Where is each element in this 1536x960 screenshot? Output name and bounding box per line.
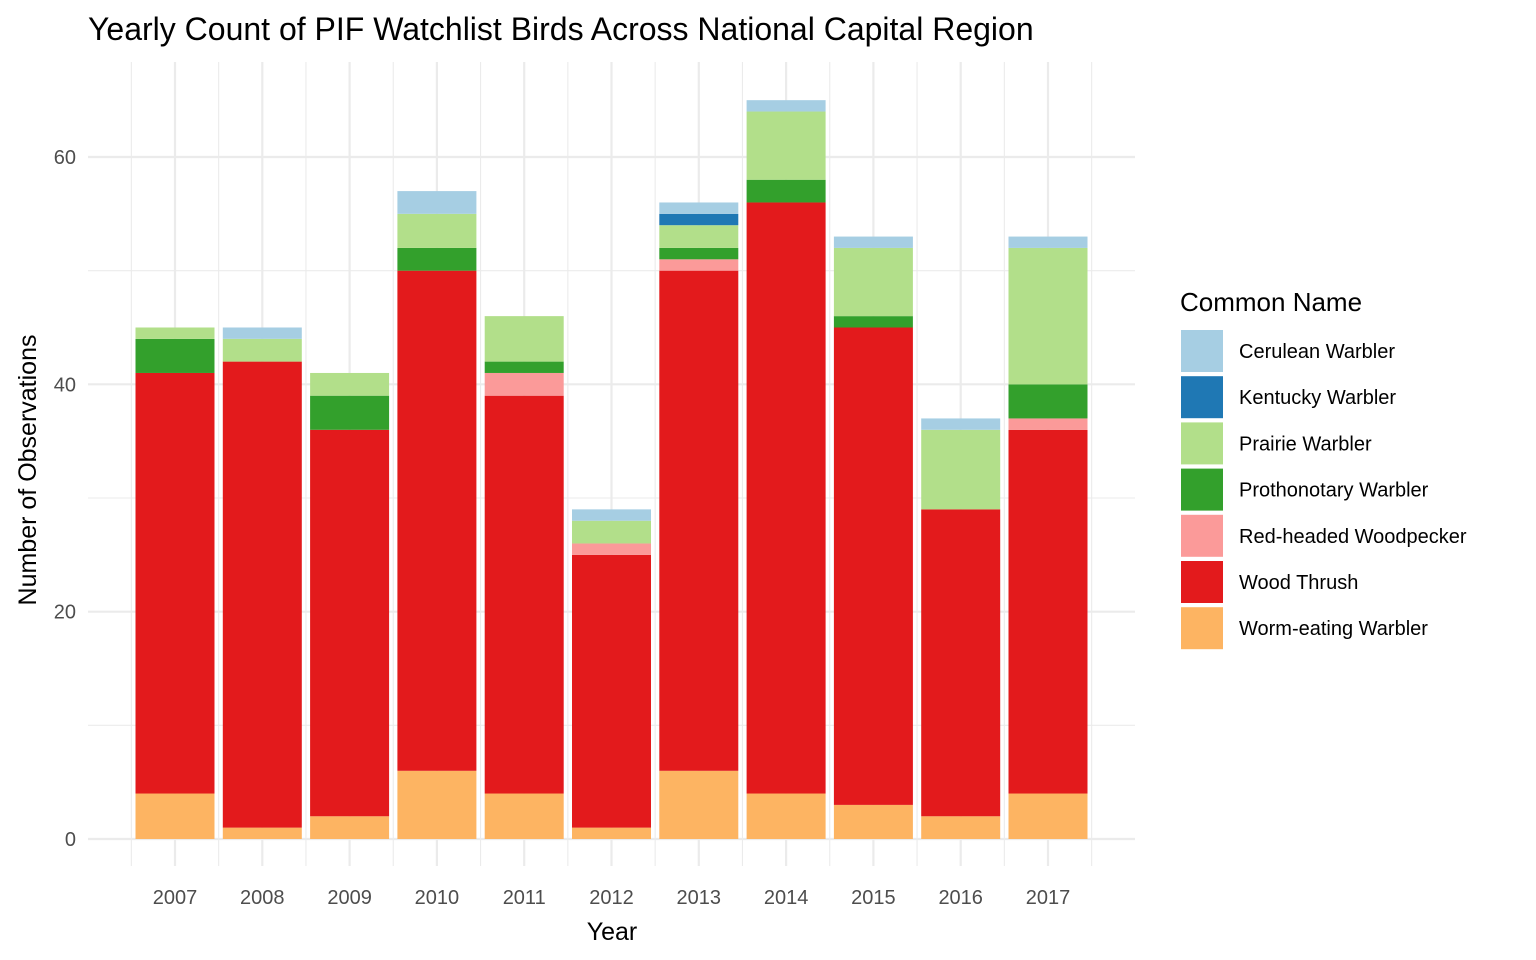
bar-segment: 2007 Wood Thrush: 37 xyxy=(135,372,215,794)
bar-segment: 2010 Prairie Warbler: 3 xyxy=(397,213,477,248)
bar-segment: 2011 Prairie Warbler: 4 xyxy=(484,316,564,362)
x-tick-label: 2007 xyxy=(153,887,198,909)
legend-swatch xyxy=(1181,607,1223,650)
bar-segment: 2012 Wood Thrush: 24 xyxy=(572,554,651,828)
bar-segment: 2016 Wood Thrush: 27 xyxy=(921,509,1001,817)
x-tick-label: 2016 xyxy=(938,887,983,909)
bar-segment: 2011 Worm-eating Warbler: 4 xyxy=(484,793,564,839)
bar-segment: 2008 Prairie Warbler: 2 xyxy=(222,338,302,362)
bar-segment: 2007 Prothonotary Warbler: 3 xyxy=(135,338,215,373)
bar-segment: 2012 Red-headed Woodpecker: 1 xyxy=(572,543,651,555)
x-axis-title: Year xyxy=(587,918,638,946)
bar-segment: 2014 Worm-eating Warbler: 4 xyxy=(746,793,826,839)
bar-segment: 2011 Prothonotary Warbler: 1 xyxy=(484,361,564,373)
bar-segment: 2013 Prairie Warbler: 2 xyxy=(659,225,739,248)
bar-segment: 2012 Prairie Warbler: 2 xyxy=(572,520,651,544)
y-tick-label: 0 xyxy=(65,829,76,851)
y-tick-label: 20 xyxy=(54,602,76,624)
y-tick-label: 40 xyxy=(54,374,76,396)
legend: Common Name Cerulean Warbler Kentucky War… xyxy=(1180,287,1467,650)
legend-swatch xyxy=(1181,376,1223,419)
bar-segment: 2013 Red-headed Woodpecker: 1 xyxy=(659,259,739,271)
bar-segment: 2014 Prothonotary Warbler: 2 xyxy=(746,179,826,203)
bar-segment: 2016 Prairie Warbler: 7 xyxy=(921,429,1001,510)
bar-segment: 2010 Cerulean Warbler: 2 xyxy=(397,191,477,214)
bar-segment: 2010 Wood Thrush: 44 xyxy=(397,270,477,771)
bar-segment: 2017 Prairie Warbler: 12 xyxy=(1008,247,1088,385)
bar-segment: 2016 Cerulean Warbler: 1 xyxy=(921,418,1001,430)
legend-label: Cerulean Warbler xyxy=(1239,341,1395,363)
bar-segment: 2007 Prairie Warbler: 1 xyxy=(135,327,215,339)
legend-label: Worm-eating Warbler xyxy=(1239,618,1428,640)
legend-label: Prairie Warbler xyxy=(1239,433,1372,455)
bar-segment: 2009 Worm-eating Warbler: 2 xyxy=(310,816,390,839)
legend-swatch xyxy=(1181,422,1223,465)
legend-label: Wood Thrush xyxy=(1239,572,1358,594)
bar-segment: 2016 Worm-eating Warbler: 2 xyxy=(921,816,1001,839)
bar-segment: 2013 Prothonotary Warbler: 1 xyxy=(659,247,739,260)
bar-segment: 2014 Wood Thrush: 52 xyxy=(746,202,826,794)
legend-swatch xyxy=(1181,330,1223,372)
x-tick-label: 2014 xyxy=(764,887,809,909)
x-tick-label: 2010 xyxy=(415,887,460,909)
bar-segment: 2009 Prothonotary Warbler: 3 xyxy=(310,395,390,430)
bar-segment: 2010 Prothonotary Warbler: 2 xyxy=(397,247,477,271)
bars-layer: 2007 Worm-eating Warbler: 42007 Wood Thr… xyxy=(135,100,1088,839)
chart-title: Yearly Count of PIF Watchlist Birds Acro… xyxy=(88,11,1034,47)
bar-segment: 2014 Prairie Warbler: 6 xyxy=(746,111,826,180)
bar-segment: 2014 Cerulean Warbler: 1 xyxy=(746,100,826,112)
bar-segment: 2015 Prothonotary Warbler: 1 xyxy=(833,316,913,328)
bar-segment: 2011 Wood Thrush: 35 xyxy=(484,395,564,794)
x-tick-label: 2012 xyxy=(589,887,634,909)
y-axis-ticks: 0 20 40 60 xyxy=(54,147,76,851)
bar-segment: 2010 Worm-eating Warbler: 6 xyxy=(397,770,477,839)
x-tick-label: 2011 xyxy=(503,887,546,909)
legend-swatch xyxy=(1181,514,1223,557)
x-tick-label: 2013 xyxy=(677,887,722,909)
bar-segment: 2017 Prothonotary Warbler: 3 xyxy=(1008,384,1088,419)
bar-segment: 2017 Wood Thrush: 32 xyxy=(1008,429,1088,794)
bar-segment: 2013 Kentucky Warbler: 1 xyxy=(659,213,739,226)
bar-segment: 2013 Cerulean Warbler: 1 xyxy=(659,202,739,214)
x-tick-label: 2017 xyxy=(1026,887,1071,909)
bar-segment: 2012 Worm-eating Warbler: 1 xyxy=(572,827,651,839)
bar-segment: 2008 Cerulean Warbler: 1 xyxy=(222,327,302,339)
x-tick-label: 2008 xyxy=(240,887,285,909)
legend-label: Prothonotary Warbler xyxy=(1239,480,1429,502)
bar-segment: 2011 Red-headed Woodpecker: 2 xyxy=(484,372,564,396)
bar-segment: 2009 Prairie Warbler: 2 xyxy=(310,372,390,396)
y-axis-title: Number of Observations xyxy=(14,335,42,606)
legend-label: Red-headed Woodpecker xyxy=(1239,526,1467,548)
bar-segment: 2008 Wood Thrush: 41 xyxy=(222,361,302,828)
x-tick-label: 2015 xyxy=(851,887,896,909)
bar-segment: 2013 Wood Thrush: 44 xyxy=(659,270,739,771)
x-axis-ticks: 2007 2008 2009 2010 2011 2012 2013 2014 2015 2016… xyxy=(153,887,1071,909)
bar-segment: 2017 Worm-eating Warbler: 4 xyxy=(1008,793,1088,839)
bar-segment: 2008 Worm-eating Warbler: 1 xyxy=(222,827,302,839)
bar-segment: 2017 Cerulean Warbler: 1 xyxy=(1008,236,1088,248)
x-tick-label: 2009 xyxy=(327,887,372,909)
bar-segment: 2015 Wood Thrush: 42 xyxy=(833,327,913,805)
bar-segment: 2015 Cerulean Warbler: 1 xyxy=(833,236,913,248)
bar-segment: 2007 Worm-eating Warbler: 4 xyxy=(135,793,215,839)
legend-swatch xyxy=(1181,561,1223,603)
bar-segment: 2015 Worm-eating Warbler: 3 xyxy=(833,804,913,839)
legend-swatch xyxy=(1181,468,1223,511)
bar-segment: 2017 Red-headed Woodpecker: 1 xyxy=(1008,418,1088,430)
bar-segment: 2012 Cerulean Warbler: 1 xyxy=(572,509,651,521)
y-tick-label: 60 xyxy=(54,147,76,169)
bar-segment: 2013 Worm-eating Warbler: 6 xyxy=(659,770,739,839)
bar-segment: 2015 Prairie Warbler: 6 xyxy=(833,247,913,317)
bar-segment: 2009 Wood Thrush: 34 xyxy=(310,429,390,817)
legend-title: Common Name xyxy=(1180,287,1362,317)
legend-label: Kentucky Warbler xyxy=(1239,387,1396,409)
